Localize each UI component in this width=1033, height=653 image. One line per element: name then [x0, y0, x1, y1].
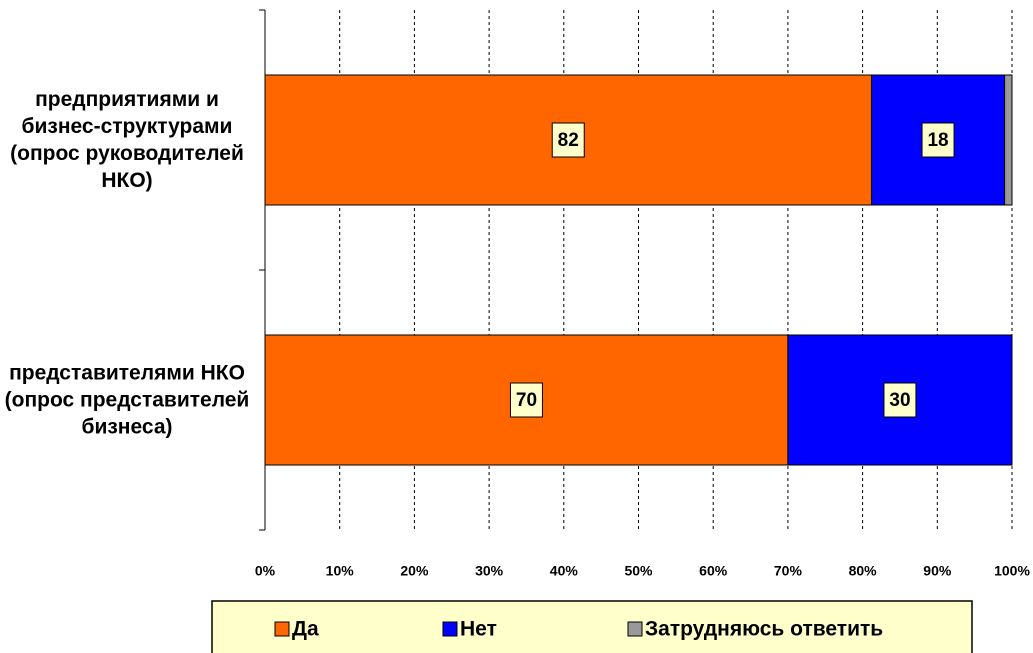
x-tick-label: 0% [255, 563, 276, 579]
y-tick-label: представителями НКО (опрос представителе… [4, 361, 250, 439]
x-tick-label: 20% [400, 563, 429, 579]
data-label-box [551, 122, 585, 158]
data-label-box [509, 382, 543, 418]
bar [1004, 74, 1013, 206]
x-tick-label: 30% [475, 563, 504, 579]
bar [870, 74, 1006, 206]
x-tick-label: 50% [624, 563, 653, 579]
data-label: 30 [889, 390, 910, 411]
data-label-box [921, 122, 955, 158]
legend-label: Да [292, 618, 319, 641]
data-label: 70 [516, 390, 537, 411]
x-tick-label: 100% [994, 563, 1030, 579]
y-tick-label: предприятиями и бизнес-структурами (опро… [10, 88, 244, 192]
data-label-box [883, 382, 917, 418]
data-label: 82 [558, 130, 579, 151]
x-tick-label: 80% [849, 563, 878, 579]
legend-box [211, 600, 973, 653]
legend-swatch [442, 621, 458, 637]
data-label: 18 [927, 130, 948, 151]
x-tick-label: 90% [923, 563, 952, 579]
legend-label: Нет [460, 618, 497, 641]
x-tick-label: 60% [699, 563, 728, 579]
legend-swatch [274, 621, 290, 637]
legend-swatch [627, 621, 643, 637]
x-tick-label: 70% [774, 563, 803, 579]
x-tick-label: 10% [326, 563, 355, 579]
x-tick-label: 40% [550, 563, 579, 579]
legend-label: Затрудняюсь ответить [645, 618, 883, 641]
